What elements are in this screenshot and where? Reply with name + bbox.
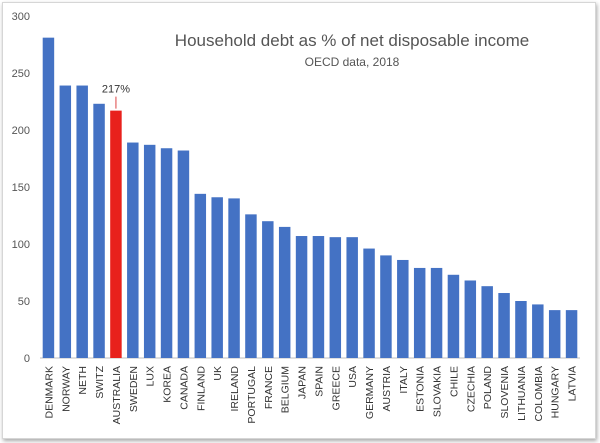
x-tick-label: BELGIUM bbox=[280, 366, 292, 413]
bar-switz bbox=[93, 103, 105, 358]
bar-lux bbox=[143, 144, 156, 358]
bar-australia bbox=[110, 110, 122, 359]
x-tick-label: ITALY bbox=[398, 366, 410, 394]
bar-slovakia bbox=[430, 267, 443, 358]
chart-title: Household debt as % of net disposable in… bbox=[175, 31, 529, 50]
bar-ireland bbox=[228, 198, 240, 358]
bar-czechia bbox=[464, 280, 477, 358]
bar-italy bbox=[397, 259, 409, 358]
x-tick-label: AUSTRIA bbox=[381, 366, 393, 412]
bar-hungary bbox=[548, 310, 561, 358]
y-tick-label: 150 bbox=[12, 182, 30, 194]
y-tick-label: 0 bbox=[24, 353, 30, 365]
bar-chile bbox=[447, 274, 460, 358]
x-tick-label: LUX bbox=[145, 366, 157, 386]
bar-norway bbox=[59, 85, 72, 358]
x-tick-label: ESTONIA bbox=[415, 366, 427, 412]
x-tick-label: LITHUANIA bbox=[516, 366, 528, 421]
bar-slovenia bbox=[498, 293, 510, 358]
x-tick-label: FINLAND bbox=[195, 366, 207, 411]
x-tick-label: SLOVAKIA bbox=[432, 366, 444, 417]
bar-poland bbox=[481, 286, 493, 358]
y-tick-label: 250 bbox=[12, 68, 30, 80]
x-tick-label: NETH bbox=[77, 366, 89, 395]
bar-spain bbox=[312, 236, 325, 358]
x-tick-label: SWITZ bbox=[94, 365, 106, 398]
bar-colombia bbox=[532, 304, 544, 358]
bar-estonia bbox=[413, 267, 426, 358]
bar-portugal bbox=[245, 214, 257, 358]
x-tick-label: IRELAND bbox=[229, 366, 241, 412]
bar-japan bbox=[295, 236, 308, 358]
x-tick-label: DENMARK bbox=[43, 366, 55, 419]
x-tick-label: SPAIN bbox=[313, 366, 325, 397]
bar-germany bbox=[363, 248, 375, 358]
bar-canada bbox=[177, 150, 190, 358]
bar-latvia bbox=[565, 310, 578, 358]
x-tick-label: SLOVENIA bbox=[499, 366, 511, 419]
x-tick-label: CHILE bbox=[448, 366, 460, 397]
bar-france bbox=[262, 221, 274, 358]
x-tick-label: HUNGARY bbox=[550, 366, 562, 418]
x-tick-label: AUSTRALIA bbox=[111, 366, 123, 424]
bar-korea bbox=[160, 148, 173, 358]
chart-subtitle: OECD data, 2018 bbox=[305, 55, 400, 69]
x-tick-label: GERMANY bbox=[364, 366, 376, 419]
y-tick-label: 100 bbox=[12, 239, 30, 251]
bar-lithuania bbox=[515, 301, 527, 358]
bar-finland bbox=[194, 193, 207, 358]
y-tick-label: 200 bbox=[12, 125, 30, 137]
x-tick-label: POLAND bbox=[482, 366, 494, 410]
highlight-data-label: 217% bbox=[102, 84, 130, 96]
x-tick-label: NORWAY bbox=[60, 366, 72, 412]
x-tick-label: USA bbox=[347, 366, 359, 388]
y-tick-label: 50 bbox=[18, 296, 30, 308]
x-tick-label: FRANCE bbox=[263, 366, 275, 409]
bar-usa bbox=[346, 237, 358, 358]
bar-neth bbox=[76, 85, 88, 358]
x-tick-label: CZECHIA bbox=[465, 366, 477, 412]
x-tick-label: CANADA bbox=[178, 366, 190, 410]
bar-denmark bbox=[42, 37, 55, 358]
x-tick-label: LATVIA bbox=[567, 366, 579, 401]
bar-greece bbox=[329, 237, 342, 358]
x-tick-label: SWEDEN bbox=[128, 366, 140, 412]
y-tick-label: 300 bbox=[12, 11, 30, 23]
x-tick-label: GREECE bbox=[330, 366, 342, 410]
bar-austria bbox=[380, 255, 392, 358]
x-tick-label: UK bbox=[212, 366, 224, 381]
bar-belgium bbox=[278, 226, 291, 358]
bar-uk bbox=[211, 197, 223, 358]
x-tick-label: KOREA bbox=[162, 366, 174, 403]
x-tick-label: COLOMBIA bbox=[533, 366, 545, 421]
bar-sweden bbox=[127, 142, 139, 358]
x-tick-label: JAPAN bbox=[297, 366, 309, 399]
x-tick-label: PORTUGAL bbox=[246, 366, 258, 424]
